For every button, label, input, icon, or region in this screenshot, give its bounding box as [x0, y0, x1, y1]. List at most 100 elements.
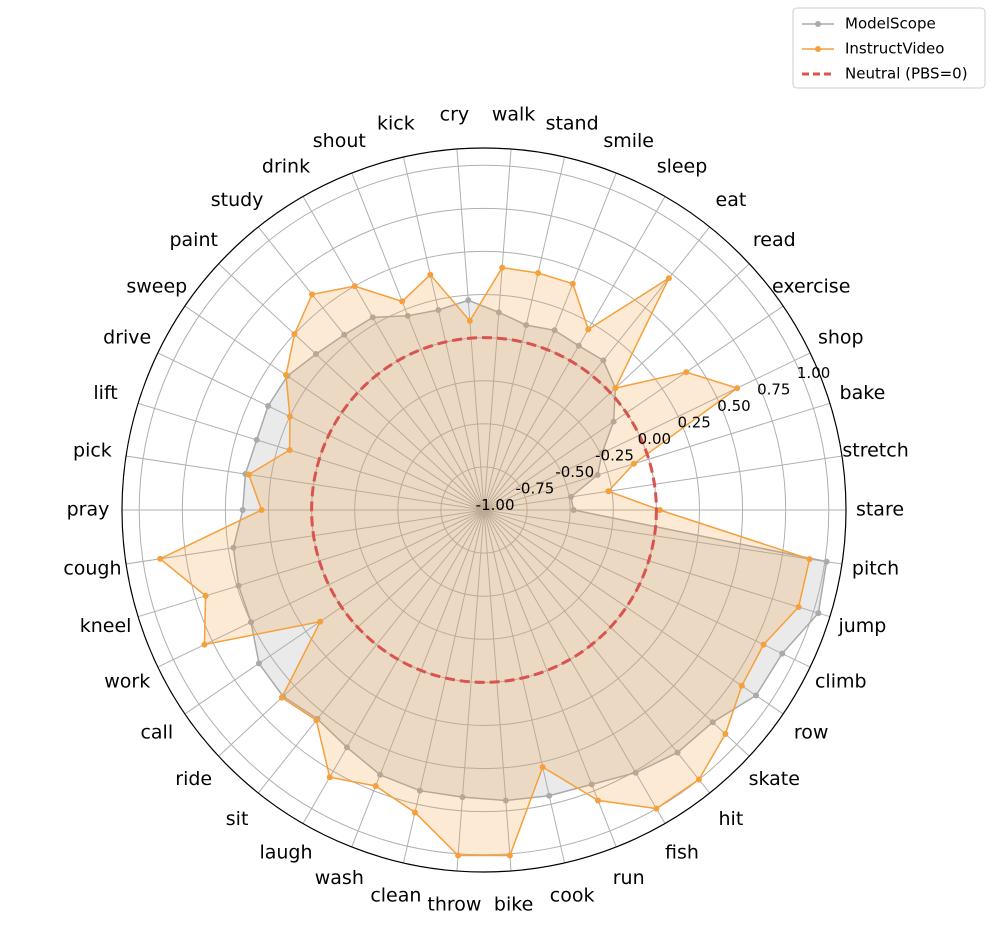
spoke [483, 509, 512, 872]
series-point [372, 782, 379, 789]
category-label: lift [93, 382, 117, 404]
spoke [483, 509, 566, 864]
category-label: stand [546, 112, 599, 134]
spoke [351, 509, 485, 848]
spoke [483, 226, 711, 511]
series-point [823, 558, 830, 565]
spoke [157, 352, 485, 511]
category-label: climb [815, 670, 867, 692]
r-tick-label: -0.50 [555, 463, 594, 481]
r-tick-label: 0.75 [757, 380, 790, 398]
series-point [795, 604, 802, 611]
series-point [546, 792, 553, 799]
category-label: drink [262, 156, 310, 178]
category-label: throw [427, 893, 481, 915]
series-point [369, 314, 376, 321]
spoke [483, 509, 617, 848]
series-point [695, 776, 702, 783]
series-point [585, 326, 592, 333]
category-label: stare [856, 499, 904, 521]
category-label: read [753, 229, 796, 251]
series-point [569, 280, 576, 287]
spoke [302, 509, 485, 824]
r-tick-label: -1.00 [476, 496, 515, 514]
series-point [734, 385, 741, 392]
category-label: cough [63, 558, 121, 580]
category-label: stretch [842, 439, 908, 461]
series-point [738, 682, 745, 689]
series-point [760, 641, 767, 648]
spoke [483, 196, 666, 511]
spoke [184, 305, 485, 511]
series-point [599, 450, 606, 457]
category-label: clean [370, 885, 421, 907]
category-label: kick [377, 112, 415, 134]
category-label: ride [175, 768, 212, 790]
series-point [551, 327, 558, 334]
series-point [416, 787, 423, 794]
series-point [506, 852, 513, 859]
series-point [351, 283, 358, 290]
category-label: sleep [657, 156, 708, 178]
spoke [483, 509, 784, 715]
category-label: pray [67, 499, 110, 521]
r-tick-label: -0.75 [515, 479, 554, 497]
category-label: kneel [80, 615, 132, 637]
series-point [399, 298, 406, 305]
category-label: work [104, 670, 150, 692]
series-point [539, 764, 546, 771]
series-point [157, 555, 164, 562]
series-point [588, 781, 595, 788]
series-point [535, 270, 542, 277]
series-point [239, 507, 246, 513]
series-point [286, 413, 293, 420]
series-point [427, 271, 434, 278]
series-point [291, 331, 298, 338]
legend: ModelScope InstructVideo Neutral (PBS=0) [792, 7, 986, 89]
category-label: cook [550, 885, 595, 907]
spoke [157, 509, 485, 668]
series-point [377, 771, 384, 778]
series-point [683, 369, 690, 376]
legend-marker [815, 21, 821, 27]
series-point [495, 309, 502, 316]
series-point [202, 592, 209, 599]
category-label: row [794, 722, 829, 744]
series-point [309, 291, 316, 298]
category-label: pick [73, 439, 112, 461]
spoke [302, 196, 485, 511]
series-point [248, 619, 255, 626]
category-label: walk [492, 104, 535, 126]
series-point [674, 749, 681, 756]
spoke [483, 509, 750, 757]
spoke [483, 509, 843, 565]
series-point [459, 794, 466, 801]
category-label: cry [440, 104, 470, 126]
spoke [137, 509, 485, 618]
spoke [483, 402, 831, 511]
series-point [806, 556, 813, 563]
series-point [630, 460, 637, 467]
spoke [125, 455, 485, 511]
series-point [286, 447, 293, 454]
series-point [722, 730, 729, 737]
series-point [283, 372, 290, 379]
r-tick-label: -0.25 [595, 446, 634, 464]
outer-frame [121, 147, 847, 873]
series-point [709, 719, 716, 726]
r-tick-label: 0.25 [677, 413, 710, 431]
category-label: paint [169, 229, 217, 251]
category-label: exercise [772, 275, 850, 297]
category-label: jump [837, 615, 886, 637]
category-label: bike [494, 893, 533, 915]
series-point [779, 650, 786, 657]
category-label: sweep [126, 275, 187, 297]
series-point [653, 805, 660, 812]
spoke [402, 509, 485, 864]
legend-label: InstructVideo [845, 40, 944, 58]
spoke [402, 156, 485, 511]
category-label: run [613, 867, 645, 889]
legend-label: Neutral (PBS=0) [845, 65, 968, 83]
spoke [483, 305, 784, 511]
series-point [255, 660, 262, 667]
